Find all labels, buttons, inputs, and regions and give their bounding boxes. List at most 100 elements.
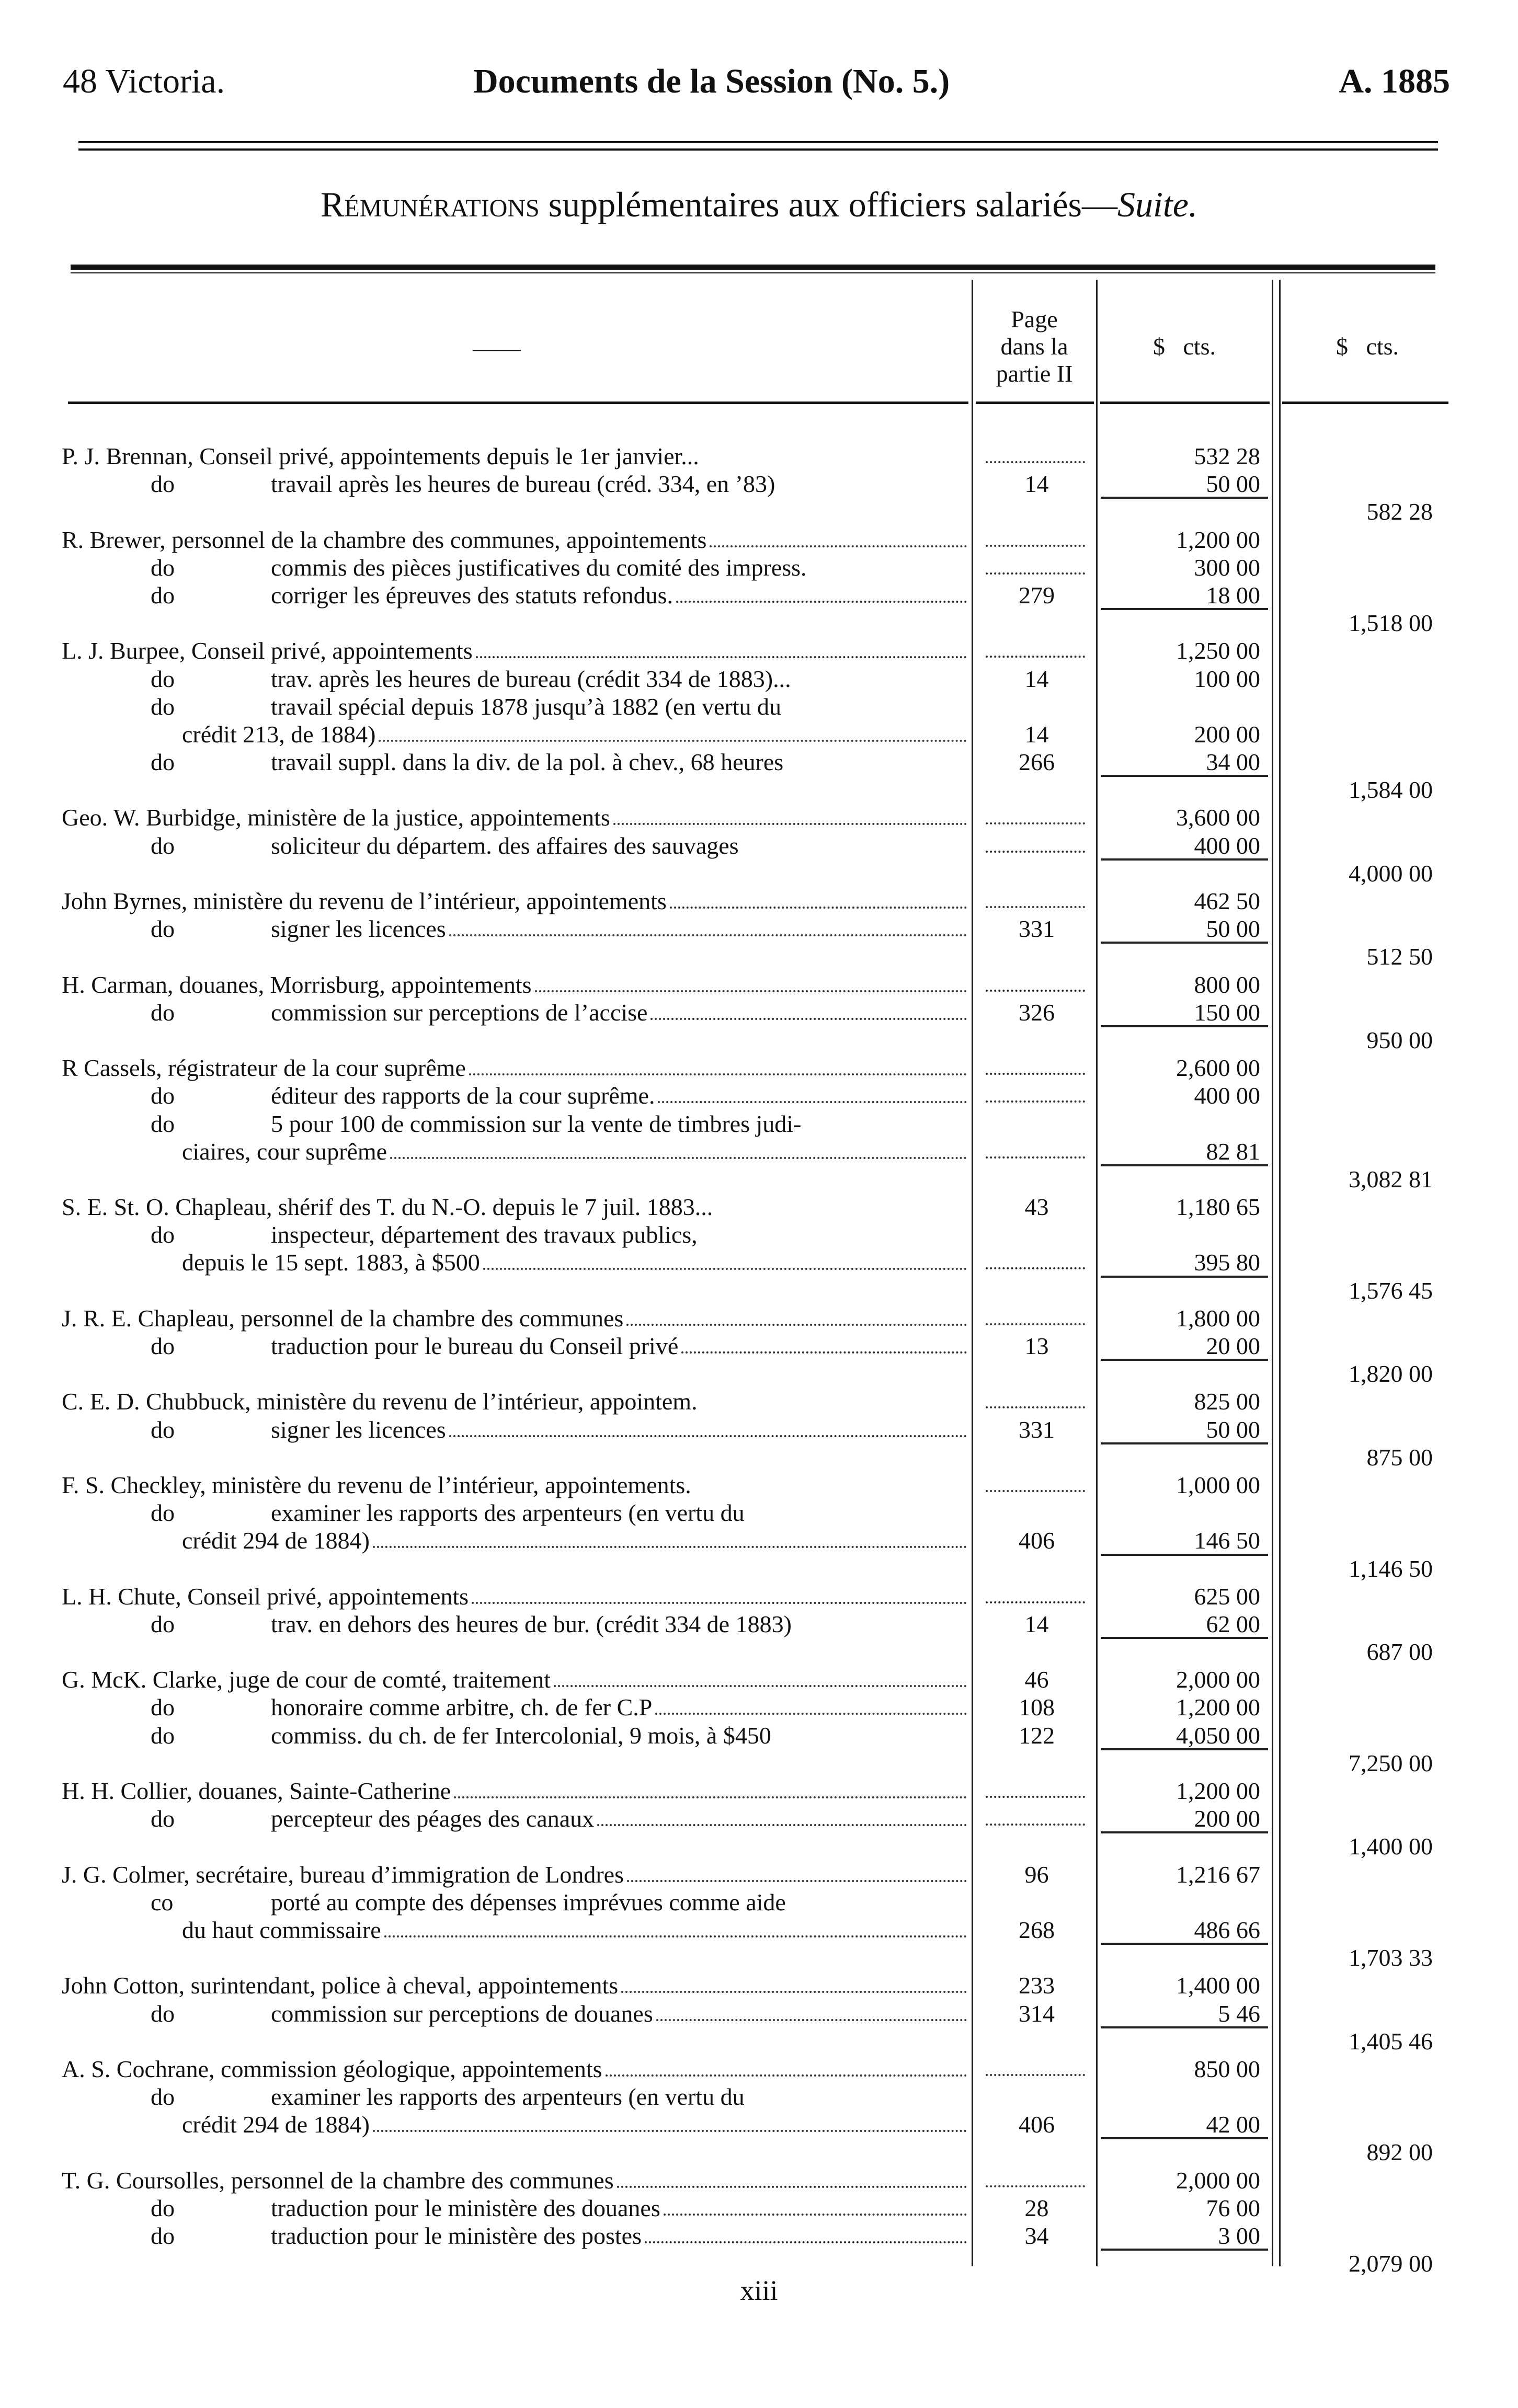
row-description: do 5 pour 100 de commission sur la vente … xyxy=(62,1110,969,1138)
table-row: do trav. après les heures de bureau (créd… xyxy=(0,665,1518,693)
table-entry: J. G. Colmer, secrétaire, bureau d’immig… xyxy=(0,1861,1518,1972)
page-dots xyxy=(986,822,1085,825)
amount: 50 00 xyxy=(1206,915,1261,943)
dot-leader xyxy=(681,1332,967,1354)
description-text: H. Carman, douanes, Morrisburg, appointe… xyxy=(62,971,532,998)
dot-leader xyxy=(710,526,967,547)
table-row: do commis des pièces justificatives du co… xyxy=(0,554,1518,581)
row-description: G. McK. Clarke, juge de cour de comté, t… xyxy=(62,1666,969,1693)
ditto-mark: do xyxy=(151,1499,175,1527)
total-amount: 1,518 00 xyxy=(1349,610,1433,637)
ditto-mark: do xyxy=(151,1333,175,1359)
ditto-mark: do xyxy=(151,749,175,776)
table-row: J. R. E. Chapleau, personnel de la chamb… xyxy=(0,1304,1518,1332)
description-text: éditeur des rapports de la cour suprême. xyxy=(271,1082,655,1109)
table-row: do signer les licences 331 50 00 xyxy=(0,915,1518,943)
table-row: L. J. Burpee, Conseil privé, appointemen… xyxy=(0,637,1518,664)
thin-rule xyxy=(71,272,1435,273)
remuneration-table: P. J. Brennan, Conseil privé, appointeme… xyxy=(0,442,1518,2277)
dot-leader xyxy=(469,1054,967,1076)
description-text: percepteur des péages des canaux xyxy=(271,1805,595,1832)
table-row: do honoraire comme arbitre, ch. de fer C.… xyxy=(0,1693,1518,1721)
dot-leader xyxy=(472,1583,967,1604)
description-text: corriger les épreuves des statuts refond… xyxy=(271,581,673,609)
subtotal-rule xyxy=(1101,1748,1268,1750)
page-dots xyxy=(986,906,1085,908)
amount: 50 00 xyxy=(1206,1416,1261,1443)
ditto-mark: do xyxy=(151,832,175,859)
amount: 18 00 xyxy=(1206,581,1261,609)
page-header-line: dans la xyxy=(1000,333,1068,360)
column-header-total: $ cts. xyxy=(1336,333,1399,360)
header-rule xyxy=(68,402,968,404)
dot-leader xyxy=(669,887,967,909)
description-text: inspecteur, département des travaux publ… xyxy=(271,1221,698,1248)
table-row: do traduction pour le ministère des douan… xyxy=(0,2194,1518,2222)
subtotal-rule xyxy=(1101,1164,1268,1166)
table-entry: L. H. Chute, Conseil privé, appointement… xyxy=(0,1583,1518,1666)
subtotal-rule xyxy=(1101,1025,1268,1027)
amount: 462 50 xyxy=(1194,888,1261,914)
description-text: Geo. W. Burbidge, ministère de la justic… xyxy=(62,804,610,831)
page-reference: 331 xyxy=(1019,1416,1055,1443)
dot-leader xyxy=(597,1805,967,1827)
column-header-amount: $ cts. xyxy=(1152,333,1216,360)
table-row: do soliciteur du départem. des affaires d… xyxy=(0,832,1518,859)
page-dots xyxy=(986,461,1085,463)
page-dots xyxy=(986,2185,1085,2187)
page-dots xyxy=(986,656,1085,658)
page-reference: 406 xyxy=(1019,2111,1055,2138)
table-entry: F. S. Checkley, ministère du revenu de l… xyxy=(0,1471,1518,1583)
amount: 532 28 xyxy=(1194,443,1261,469)
amount: 146 50 xyxy=(1194,1527,1261,1554)
table-entry: Geo. W. Burbidge, ministère de la justic… xyxy=(0,804,1518,887)
total-row: 512 50 xyxy=(0,942,1518,970)
page-dots xyxy=(986,1601,1085,1603)
row-description: do signer les licences xyxy=(62,1416,969,1443)
page-dots xyxy=(986,1156,1085,1159)
ditto-mark: do xyxy=(151,1416,175,1443)
ditto-mark: do xyxy=(151,915,175,943)
table-entry: J. R. E. Chapleau, personnel de la chamb… xyxy=(0,1304,1518,1388)
description-text: commiss. du ch. de fer Intercolonial, 9 … xyxy=(271,1722,771,1749)
ditto-mark: do xyxy=(151,665,175,692)
table-row: John Cotton, surintendant, police à chev… xyxy=(0,1971,1518,1999)
page-header-line: partie II xyxy=(996,360,1073,387)
total-row: 3,082 81 xyxy=(0,1164,1518,1193)
amount: 400 00 xyxy=(1194,832,1261,859)
row-description: do travail après les heures de bureau (cr… xyxy=(62,470,969,498)
subtotal-rule xyxy=(1101,2249,1268,2251)
amount: 850 00 xyxy=(1194,2055,1261,2082)
dot-leader xyxy=(613,804,967,825)
row-description: do commis des pièces justificatives du co… xyxy=(62,554,969,581)
amount: 20 00 xyxy=(1206,1333,1261,1359)
page-dots xyxy=(986,1824,1085,1826)
table-row: do trav. en dehors des heures de bur. (cr… xyxy=(0,1610,1518,1638)
ditto-mark: do xyxy=(151,1694,175,1721)
amount: 1,180 65 xyxy=(1176,1194,1260,1221)
row-description: do commission sur perceptions de l’accise xyxy=(62,999,969,1026)
page-header-line: Page xyxy=(1011,306,1058,332)
description-text: H. H. Collier, douanes, Sainte-Catherine xyxy=(62,1778,451,1804)
row-description: du haut commissaire xyxy=(62,1916,969,1944)
total-row: 7,250 00 xyxy=(0,1748,1518,1777)
table-row: do éditeur des rapports de la cour suprêm… xyxy=(0,1082,1518,1109)
subtotal-rule xyxy=(1101,1637,1268,1639)
amount: 3 00 xyxy=(1218,2222,1261,2249)
header-rule xyxy=(976,402,1094,404)
page-reference: 326 xyxy=(1019,999,1055,1026)
table-row: G. McK. Clarke, juge de cour de comté, t… xyxy=(0,1666,1518,1693)
amount: 5 46 xyxy=(1218,2000,1261,2027)
description-text: commission sur perceptions de douanes xyxy=(271,2000,653,2027)
row-description: R. Brewer, personnel de la chambre des c… xyxy=(62,526,969,554)
total-amount: 1,146 50 xyxy=(1349,1555,1433,1582)
description-text: travail suppl. dans la div. de la pol. à… xyxy=(271,749,784,776)
total-row: 1,400 00 xyxy=(0,1831,1518,1860)
page-dots xyxy=(986,1323,1085,1325)
total-amount: 7,250 00 xyxy=(1349,1749,1433,1776)
table-row: do travail spécial depuis 1878 jusqu’à 18… xyxy=(0,693,1518,720)
table-row: H. Carman, douanes, Morrisburg, appointe… xyxy=(0,971,1518,999)
row-description: C. E. D. Chubbuck, ministère du revenu d… xyxy=(62,1388,969,1415)
column-divider xyxy=(1096,280,1098,2266)
page-dots xyxy=(986,1073,1085,1075)
